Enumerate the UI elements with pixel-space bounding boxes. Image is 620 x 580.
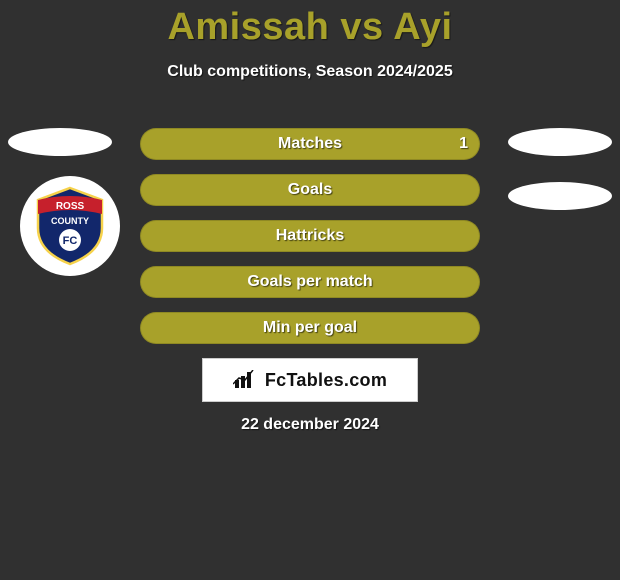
club-badge-icon: ROSS COUNTY FC <box>28 184 112 268</box>
player-badge-placeholder-right-2 <box>508 182 612 210</box>
stat-row: Goals <box>140 174 480 206</box>
bar-chart-icon <box>233 370 259 390</box>
player-badge-placeholder-right-1 <box>508 128 612 156</box>
stat-label: Matches <box>278 135 342 153</box>
stat-label: Goals <box>288 181 332 199</box>
banner-text-2: COUNTY <box>51 216 89 226</box>
player-badge-placeholder-left <box>8 128 112 156</box>
stat-label: Goals per match <box>247 273 372 291</box>
page-title: Amissah vs Ayi <box>0 6 620 49</box>
brand-text: FcTables.com <box>265 370 387 391</box>
stat-label: Hattricks <box>276 227 344 245</box>
stat-row: Matches 1 <box>140 128 480 160</box>
brand-box: FcTables.com <box>202 358 418 402</box>
stat-value-right: 1 <box>459 135 468 153</box>
stat-row: Goals per match <box>140 266 480 298</box>
stat-row: Min per goal <box>140 312 480 344</box>
club-badge: ROSS COUNTY FC <box>20 176 120 276</box>
banner-text-1: ROSS <box>56 201 85 212</box>
page-subtitle: Club competitions, Season 2024/2025 <box>0 63 620 81</box>
date-line: 22 december 2024 <box>0 416 620 434</box>
stat-row: Hattricks <box>140 220 480 252</box>
monogram-text: FC <box>63 235 78 247</box>
stat-label: Min per goal <box>263 319 357 337</box>
stats-panel: Matches 1 Goals Hattricks Goals per match Min… <box>140 128 480 358</box>
